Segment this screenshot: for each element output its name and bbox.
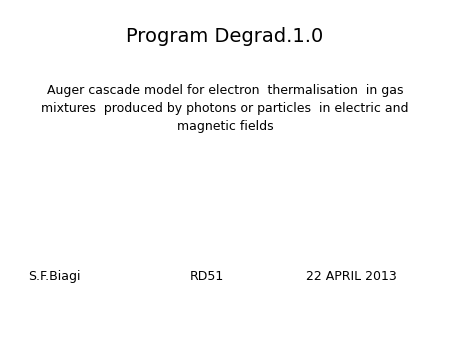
Text: RD51: RD51 xyxy=(190,270,224,283)
Text: Program Degrad.1.0: Program Degrad.1.0 xyxy=(126,27,324,46)
Text: Auger cascade model for electron  thermalisation  in gas
mixtures  produced by p: Auger cascade model for electron thermal… xyxy=(41,84,409,133)
Text: 22 APRIL 2013: 22 APRIL 2013 xyxy=(306,270,396,283)
Text: S.F.Biagi: S.F.Biagi xyxy=(28,270,80,283)
